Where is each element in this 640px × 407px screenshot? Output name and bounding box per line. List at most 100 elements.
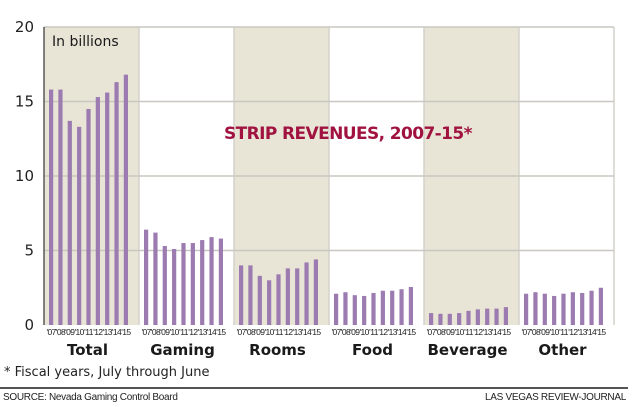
bar-beverage — [485, 308, 490, 325]
x-tick-label: '11 — [559, 327, 569, 337]
x-tick-label: '14 — [587, 327, 597, 337]
y-tick-label: 10 — [15, 167, 34, 185]
x-tick-label: '11 — [179, 327, 189, 337]
chart-title: STRIP REVENUES, 2007-15* — [224, 124, 473, 144]
bar-beverage — [447, 313, 452, 325]
bar-total — [49, 89, 54, 325]
x-tick-label: '09 — [160, 327, 170, 337]
bar-food — [408, 287, 413, 325]
bar-gaming — [144, 229, 149, 325]
y-tick-label: 20 — [15, 18, 34, 36]
y-axis-ticks: 0 5 10 15 20 — [15, 18, 34, 334]
x-tick-label: '07 — [426, 327, 436, 337]
bar-beverage — [494, 308, 499, 325]
x-tick-label: '15 — [501, 327, 511, 337]
x-tick-label: '08 — [436, 327, 446, 337]
x-tick-label: '14 — [302, 327, 312, 337]
x-tick-label: '14 — [397, 327, 407, 337]
category-label: Food — [352, 341, 393, 359]
bar-rooms — [248, 265, 253, 325]
x-tick-label: '15 — [596, 327, 606, 337]
category-labels: Total Gaming Rooms Food Beverage Other — [67, 341, 587, 359]
bar-total — [123, 74, 128, 326]
x-tick-label: '12 — [93, 327, 103, 337]
bar-gaming — [190, 243, 195, 325]
x-tick-label: '14 — [207, 327, 217, 337]
x-tick-label: '13 — [293, 327, 303, 337]
bar-other — [580, 292, 585, 325]
x-tick-label: '08 — [151, 327, 161, 337]
x-tick-label: '07 — [331, 327, 341, 337]
bar-beverage — [429, 313, 434, 325]
bar-other — [570, 292, 575, 325]
bar-rooms — [295, 268, 300, 325]
bar-other — [552, 295, 557, 325]
x-tick-label: '11 — [369, 327, 379, 337]
x-tick-label: '07 — [46, 327, 56, 337]
x-tick-label: '08 — [341, 327, 351, 337]
x-tick-label: '09 — [255, 327, 265, 337]
bar-food — [343, 292, 348, 325]
x-tick-label: '14 — [112, 327, 122, 337]
x-tick-label: '14 — [492, 327, 502, 337]
category-label: Rooms — [249, 341, 306, 359]
bar-food — [352, 295, 357, 325]
category-label: Total — [67, 341, 108, 359]
bar-gaming — [181, 243, 186, 325]
bar-food — [362, 295, 367, 325]
gridlines — [44, 26, 614, 252]
footnote: * Fiscal years, July through June — [4, 365, 210, 380]
bar-gaming — [153, 232, 158, 325]
x-tick-label: '12 — [283, 327, 293, 337]
x-tick-label: '07 — [141, 327, 151, 337]
bar-gaming — [200, 240, 205, 325]
x-axis-ticks: '07'08'09'10'11'12'13'14'15'07'08'09'10 '… — [46, 327, 607, 337]
x-tick-label: '11 — [464, 327, 474, 337]
bar-total — [86, 108, 91, 325]
bar-beverage — [475, 309, 480, 325]
bar-total — [77, 126, 82, 325]
bar-food — [371, 292, 376, 325]
x-tick-label: '15 — [311, 327, 321, 337]
bar-other — [524, 293, 529, 325]
footer-divider — [0, 387, 628, 389]
x-tick-label: '10 — [170, 327, 180, 337]
bar-rooms — [313, 259, 318, 325]
x-tick-label: '10 — [360, 327, 370, 337]
x-tick-label: '10 — [550, 327, 560, 337]
y-tick-label: 5 — [24, 242, 34, 260]
x-tick-label: '07 — [236, 327, 246, 337]
x-tick-label: '13 — [578, 327, 588, 337]
bar-total — [95, 97, 100, 325]
bar-other — [561, 293, 566, 325]
category-label: Other — [538, 341, 587, 359]
bar-beverage — [457, 313, 462, 325]
bar-food — [399, 289, 404, 325]
bar-rooms — [239, 265, 244, 325]
x-tick-label: '09 — [540, 327, 550, 337]
bar-total — [67, 120, 72, 326]
y-tick-label: 15 — [15, 93, 34, 111]
bar-rooms — [304, 262, 309, 325]
x-tick-label: '13 — [198, 327, 208, 337]
x-tick-label: '11 — [274, 327, 284, 337]
bar-beverage — [438, 313, 443, 325]
x-tick-label: '08 — [246, 327, 256, 337]
x-tick-label: '08 — [56, 327, 66, 337]
bar-gaming — [162, 246, 167, 325]
x-tick-label: '15 — [406, 327, 416, 337]
bar-other — [542, 293, 547, 325]
x-tick-label: '13 — [388, 327, 398, 337]
category-label: Gaming — [150, 341, 215, 359]
bar-beverage — [503, 307, 508, 325]
bar-gaming — [172, 249, 177, 325]
bar-rooms — [267, 280, 272, 325]
bar-gaming — [209, 237, 214, 325]
x-tick-label: '12 — [568, 327, 578, 337]
x-tick-label: '09 — [65, 327, 75, 337]
bar-rooms — [285, 268, 290, 325]
x-tick-label: '12 — [378, 327, 388, 337]
x-tick-label: '10 — [75, 327, 85, 337]
x-tick-label: '15 — [216, 327, 226, 337]
